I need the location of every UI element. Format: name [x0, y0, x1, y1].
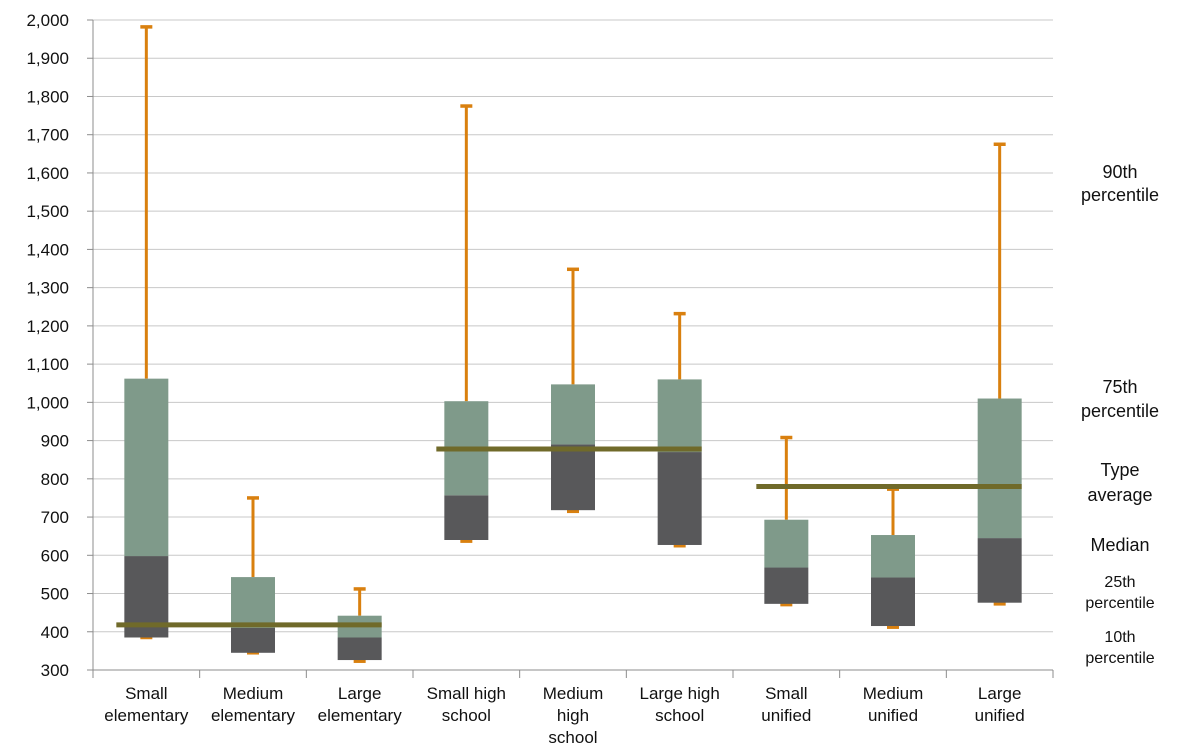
y-tick-label: 300 [41, 661, 69, 680]
y-tick-label: 1,400 [26, 240, 69, 259]
box-upper [551, 384, 595, 445]
box-upper [977, 398, 1022, 539]
y-tick-label: 900 [41, 432, 69, 451]
x-axis: Small elementary Medium elementary Large elem… [92, 669, 1054, 747]
y-tick-label: 1,200 [26, 317, 69, 336]
y-tick-label: 1,500 [26, 202, 69, 221]
legend-90th-percentile: 90th percentile [1081, 162, 1159, 205]
box-lower [657, 452, 702, 545]
legend-75th-percentile: 75th percentile [1081, 377, 1159, 421]
x-category-label: Small high school [427, 684, 506, 725]
boxes [124, 378, 1022, 661]
y-tick-label: 1,800 [26, 87, 69, 106]
y-tick-label: 500 [41, 585, 69, 604]
y-tick-label: 1,900 [26, 49, 69, 68]
box-upper [764, 519, 809, 568]
y-tick-label: 1,300 [26, 279, 69, 298]
y-axis: 300 400 500 600 700 800 900 1,000 1,100 1,200 1,30… [26, 11, 94, 680]
legend-median: Median [1090, 535, 1149, 555]
x-category-label: Medium unified [863, 684, 923, 725]
x-category-label: Medium high school [543, 684, 603, 747]
y-tick-label: 1,000 [26, 393, 69, 412]
y-tick-label: 1,600 [26, 164, 69, 183]
box-lower [337, 637, 382, 661]
box-upper [657, 379, 702, 453]
x-category-label: Small elementary [104, 684, 189, 725]
x-category-label: Large unified [975, 684, 1025, 725]
legend-25th-percentile: 25th percentile [1085, 574, 1154, 612]
box-lower [231, 627, 275, 653]
box-lower [764, 567, 809, 604]
legend: 90th percentile 75th percentile Type average M… [1081, 162, 1159, 667]
legend-type-average: Type average [1087, 460, 1152, 505]
x-category-label: Large elementary [318, 684, 403, 725]
y-tick-label: 400 [41, 623, 69, 642]
x-category-label: Small unified [761, 684, 811, 725]
x-category-label: Large high school [639, 684, 719, 725]
box-upper [124, 378, 169, 557]
y-tick-label: 800 [41, 470, 69, 489]
box-lower [977, 538, 1022, 603]
y-tick-label: 2,000 [26, 11, 69, 30]
y-tick-label: 1,700 [26, 126, 69, 145]
box-upper [231, 577, 275, 628]
box-lower [551, 444, 595, 511]
box-lower [871, 577, 915, 627]
legend-10th-percentile: 10th percentile [1085, 629, 1154, 667]
box-upper [871, 535, 915, 578]
y-tick-label: 600 [41, 546, 69, 565]
y-tick-label: 1,100 [26, 355, 69, 374]
type-average-lines [116, 446, 1022, 628]
box-lower [444, 495, 489, 540]
y-tick-label: 700 [41, 508, 69, 527]
x-category-label: Medium elementary [211, 684, 296, 725]
